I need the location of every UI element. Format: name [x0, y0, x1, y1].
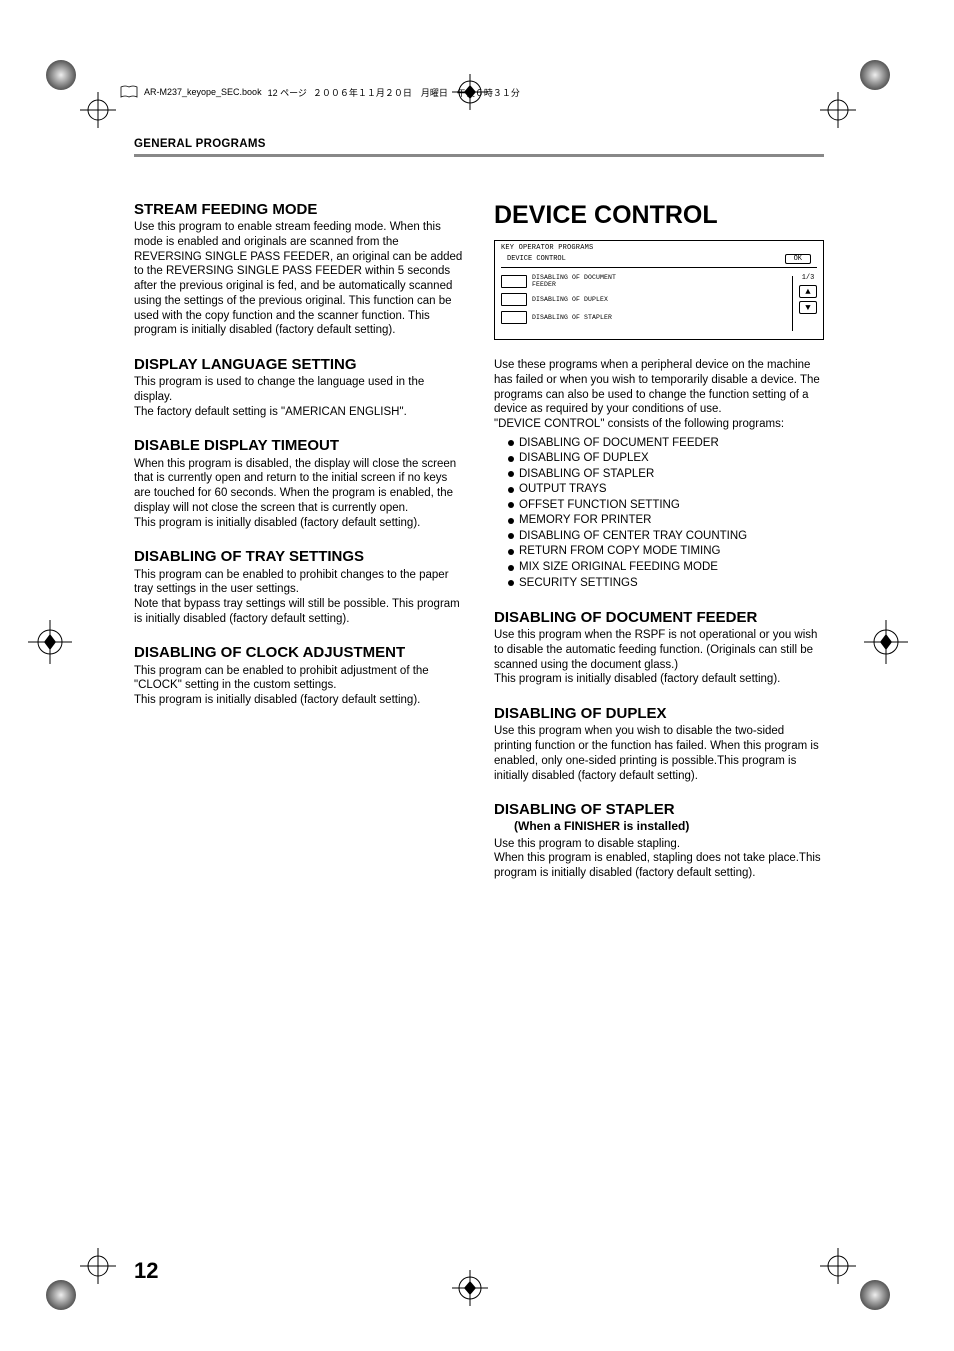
heading-stream-feeding: STREAM FEEDING MODE	[134, 201, 464, 218]
bullet-text: DISABLING OF STAPLER	[519, 467, 654, 483]
bullet-item: DISABLING OF STAPLER	[508, 467, 824, 483]
heading-disable-duplex: DISABLING OF DUPLEX	[494, 705, 824, 722]
body-device-control-intro: Use these programs when a peripheral dev…	[494, 358, 824, 432]
bullet-text: MIX SIZE ORIGINAL FEEDING MODE	[519, 560, 718, 576]
bullet-item: OFFSET FUNCTION SETTING	[508, 498, 824, 514]
heading-disable-stapler: DISABLING OF STAPLER	[494, 801, 824, 818]
body-tray-settings: This program can be enabled to prohibit …	[134, 568, 464, 627]
page-number: 12	[134, 1258, 158, 1284]
book-icon	[120, 85, 138, 99]
bullet-dot-icon	[508, 440, 514, 446]
bullet-text: RETURN FROM COPY MODE TIMING	[519, 544, 720, 560]
bullet-dot-icon	[508, 471, 514, 477]
body-disable-duplex: Use this program when you wish to disabl…	[494, 724, 824, 783]
regmark-center-bottom	[450, 1268, 490, 1313]
ss-title: DEVICE CONTROL	[507, 255, 566, 263]
ss-breadcrumb: KEY OPERATOR PROGRAMS	[495, 241, 823, 253]
bullet-item: DISABLING OF DOCUMENT FEEDER	[508, 436, 824, 452]
ss-row-3: DISABLING OF STAPLER	[501, 311, 817, 324]
ss-checkbox-1	[501, 275, 527, 288]
regmark-crosshair-br	[820, 1248, 856, 1289]
ss-pagination: 1/3 ▲ ▼	[799, 274, 817, 314]
ss-down-arrow: ▼	[799, 301, 817, 314]
bullet-text: MEMORY FOR PRINTER	[519, 513, 651, 529]
bullet-dot-icon	[508, 456, 514, 462]
bullet-item: RETURN FROM COPY MODE TIMING	[508, 544, 824, 560]
ss-ok-button: OK	[785, 254, 811, 264]
regmark-top-right	[858, 58, 898, 103]
heading-clock-adjustment: DISABLING OF CLOCK ADJUSTMENT	[134, 644, 464, 661]
body-stream-feeding: Use this program to enable stream feedin…	[134, 220, 464, 338]
heading-device-control: DEVICE CONTROL	[494, 201, 824, 230]
subheading-finisher: (When a FINISHER is installed)	[514, 819, 824, 833]
ss-divider	[792, 276, 793, 331]
ss-label-2: DISABLING OF DUPLEX	[532, 296, 608, 303]
heading-display-language: DISPLAY LANGUAGE SETTING	[134, 356, 464, 373]
body-disable-timeout: When this program is disabled, the displ…	[134, 457, 464, 531]
ss-label-3: DISABLING OF STAPLER	[532, 314, 612, 321]
regmark-bottom-left	[44, 1278, 84, 1323]
bullet-item: MEMORY FOR PRINTER	[508, 513, 824, 529]
bullet-item: OUTPUT TRAYS	[508, 482, 824, 498]
ss-label-1: DISABLING OF DOCUMENT FEEDER	[532, 274, 642, 288]
bullet-text: SECURITY SETTINGS	[519, 576, 638, 592]
ss-checkbox-3	[501, 311, 527, 324]
bullet-dot-icon	[508, 533, 514, 539]
bullet-text: OUTPUT TRAYS	[519, 482, 607, 498]
bullet-dot-icon	[508, 549, 514, 555]
bullet-dot-icon	[508, 487, 514, 493]
heading-disable-doc-feeder: DISABLING OF DOCUMENT FEEDER	[494, 609, 824, 626]
right-column: DEVICE CONTROL KEY OPERATOR PROGRAMS DEV…	[494, 201, 824, 899]
bullet-item: MIX SIZE ORIGINAL FEEDING MODE	[508, 560, 824, 576]
device-control-screenshot: KEY OPERATOR PROGRAMS DEVICE CONTROL OK …	[494, 240, 824, 340]
page-content: GENERAL PROGRAMS STREAM FEEDING MODE Use…	[134, 138, 824, 899]
bullet-text: DISABLING OF CENTER TRAY COUNTING	[519, 529, 747, 545]
file-header: AR-M237_keyope_SEC.book 12 ページ ２００６年１１月２…	[120, 85, 520, 99]
bullet-dot-icon	[508, 502, 514, 508]
two-columns: STREAM FEEDING MODE Use this program to …	[134, 201, 824, 899]
regmark-crosshair-tr	[820, 92, 856, 133]
header-page: 12 ページ	[268, 86, 307, 99]
bullet-text: DISABLING OF DOCUMENT FEEDER	[519, 436, 719, 452]
ss-page-indicator: 1/3	[802, 274, 815, 282]
regmark-crosshair-bl	[80, 1248, 116, 1289]
section-label: GENERAL PROGRAMS	[134, 138, 824, 150]
header-filename: AR-M237_keyope_SEC.book	[144, 87, 262, 97]
bullet-dot-icon	[508, 518, 514, 524]
bullet-dot-icon	[508, 580, 514, 586]
header-date: ２００６年１１月２０日 月曜日 午後６時３１分	[313, 86, 520, 99]
ss-up-arrow: ▲	[799, 285, 817, 298]
bullet-dot-icon	[508, 565, 514, 571]
regmark-crosshair-tl	[80, 92, 116, 133]
body-disable-doc-feeder: Use this program when the RSPF is not op…	[494, 628, 824, 687]
bullet-text: DISABLING OF DUPLEX	[519, 451, 649, 467]
bullet-text: OFFSET FUNCTION SETTING	[519, 498, 680, 514]
regmark-mid-left	[28, 620, 72, 669]
regmark-bottom-right	[858, 1278, 898, 1323]
heading-tray-settings: DISABLING OF TRAY SETTINGS	[134, 548, 464, 565]
regmark-mid-right	[864, 620, 908, 669]
ss-row-2: DISABLING OF DUPLEX	[501, 293, 817, 306]
ss-titlebar: DEVICE CONTROL OK	[501, 253, 817, 268]
ss-body: DISABLING OF DOCUMENT FEEDER DISABLING O…	[495, 268, 823, 339]
bullet-item: DISABLING OF CENTER TRAY COUNTING	[508, 529, 824, 545]
bullet-item: SECURITY SETTINGS	[508, 576, 824, 592]
bullet-item: DISABLING OF DUPLEX	[508, 451, 824, 467]
body-disable-stapler: Use this program to disable stapling. Wh…	[494, 837, 824, 881]
body-clock-adjustment: This program can be enabled to prohibit …	[134, 664, 464, 708]
heading-disable-timeout: DISABLE DISPLAY TIMEOUT	[134, 437, 464, 454]
left-column: STREAM FEEDING MODE Use this program to …	[134, 201, 464, 899]
ss-checkbox-2	[501, 293, 527, 306]
device-control-bullets: DISABLING OF DOCUMENT FEEDERDISABLING OF…	[508, 436, 824, 591]
body-display-language: This program is used to change the langu…	[134, 375, 464, 419]
ss-row-1: DISABLING OF DOCUMENT FEEDER	[501, 274, 817, 288]
header-rule	[134, 154, 824, 157]
